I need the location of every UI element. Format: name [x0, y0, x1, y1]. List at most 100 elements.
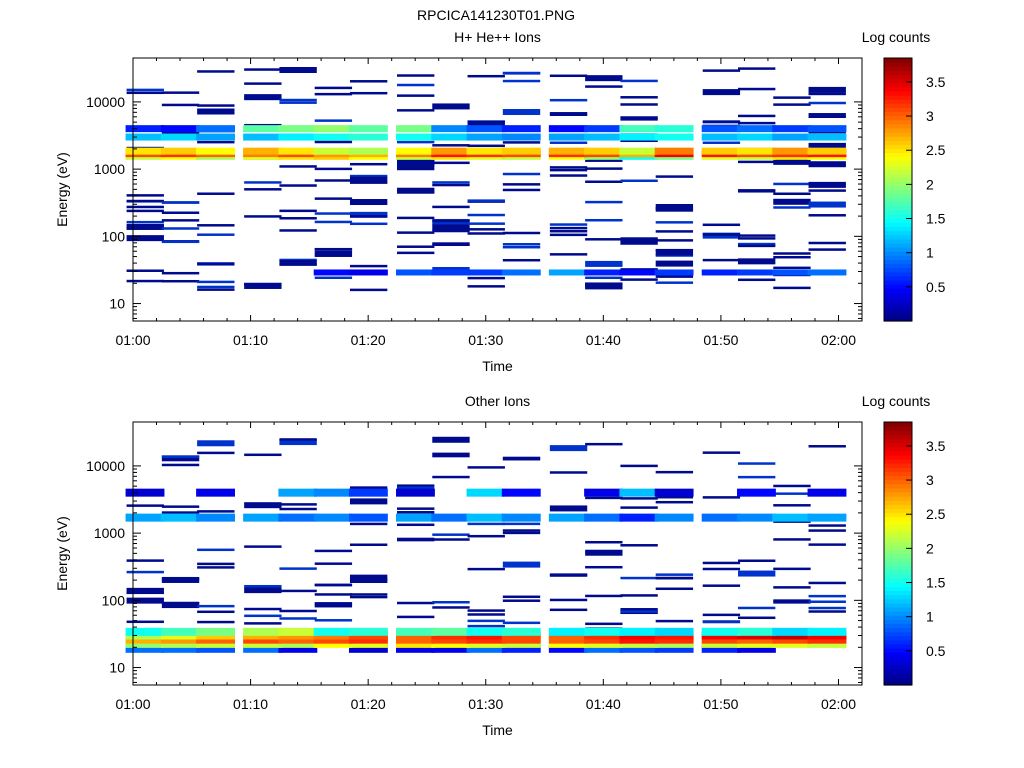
- spectrogram-cell: [396, 125, 435, 133]
- noise-cell: [808, 161, 846, 168]
- spectrogram-cell: [654, 639, 694, 648]
- noise-cell: [161, 103, 200, 107]
- noise-cell: [197, 440, 235, 447]
- noise-cell: [161, 511, 200, 514]
- spectrogram-cell: [501, 627, 541, 636]
- x-tick-label: 01:40: [586, 332, 621, 348]
- colorbar-segment: [884, 594, 912, 600]
- noise-cell: [279, 438, 317, 441]
- noise-cell: [197, 192, 235, 195]
- noise-cell: [349, 578, 388, 581]
- colorbar-segment: [884, 619, 912, 624]
- noise-cell: [549, 223, 588, 226]
- x-axis-label: Time: [482, 358, 513, 374]
- noise-cell: [397, 83, 435, 87]
- noise-cell: [314, 276, 353, 280]
- noise-cell: [314, 619, 353, 622]
- noise-cell: [585, 283, 623, 290]
- noise-cell: [197, 104, 235, 107]
- noise-cell: [502, 231, 541, 235]
- noise-cell: [197, 140, 235, 144]
- noise-cell: [314, 602, 353, 605]
- colorbar-segment: [884, 271, 912, 277]
- noise-cell: [467, 567, 505, 571]
- noise-cell: [655, 239, 694, 242]
- colorbar-segment: [884, 103, 912, 108]
- noise-cell: [126, 570, 164, 574]
- noise-cell: [349, 264, 388, 268]
- colorbar-tick-label: 1.5: [926, 575, 946, 591]
- noise-cell: [549, 253, 588, 256]
- noise-cell: [808, 86, 846, 93]
- noise-cell: [314, 248, 353, 251]
- noise-cell: [549, 598, 588, 602]
- spectrogram-cell: [243, 635, 283, 644]
- colorbar-segment: [884, 136, 912, 141]
- noise-cell: [349, 574, 388, 578]
- noise-cell: [808, 142, 846, 149]
- spectrogram-cell: [278, 639, 318, 648]
- noise-cell: [467, 74, 505, 78]
- spectrogram-cell: [772, 125, 812, 133]
- spectrogram-cell: [701, 513, 741, 522]
- spectrogram-cell: [701, 635, 741, 644]
- spectrogram-cell: [396, 513, 435, 522]
- spectrogram-cell: [736, 635, 776, 644]
- spectrogram-cell: [736, 269, 776, 276]
- spectrogram-cell: [160, 639, 200, 648]
- noise-cell: [702, 613, 741, 617]
- spectrogram-cell: [619, 627, 659, 636]
- noise-cell: [349, 498, 388, 505]
- noise-cell: [467, 624, 505, 628]
- noise-cell: [279, 259, 317, 263]
- colorbar-segment: [884, 635, 912, 641]
- colorbar-segment: [884, 218, 912, 223]
- noise-cell: [314, 212, 353, 215]
- noise-cell: [502, 79, 541, 83]
- noise-cell: [161, 279, 200, 283]
- noise-cell: [808, 241, 846, 245]
- colorbar-segment: [884, 545, 912, 550]
- colorbar-segment: [884, 82, 912, 88]
- colorbar-tick-label: 3: [926, 472, 934, 488]
- noise-cell: [314, 140, 353, 144]
- colorbar-segment: [884, 623, 912, 629]
- noise-cell: [161, 201, 200, 204]
- colorbar-segment: [884, 627, 912, 633]
- noise-cell: [432, 219, 470, 223]
- spectrogram-cell: [348, 125, 388, 133]
- noise-cell: [620, 116, 658, 119]
- spectrogram-cell: [125, 644, 165, 653]
- spectrogram-cell: [431, 644, 471, 653]
- spectrogram-cell: [584, 627, 624, 636]
- noise-cell: [126, 199, 164, 203]
- noise-cell: [773, 492, 811, 495]
- noise-cell: [620, 238, 658, 245]
- spectrogram-cell: [125, 488, 165, 497]
- noise-cell: [502, 141, 541, 144]
- noise-cell: [808, 181, 846, 188]
- colorbar-segment: [884, 131, 912, 137]
- noise-cell: [773, 252, 811, 255]
- noise-cell: [314, 179, 353, 182]
- noise-cell: [808, 101, 846, 105]
- noise-cell: [620, 237, 658, 240]
- noise-cell: [808, 524, 846, 527]
- colorbar-segment: [884, 672, 912, 678]
- colorbar-segment: [884, 86, 912, 92]
- spectrogram-cell: [584, 488, 624, 497]
- noise-cell: [349, 288, 388, 292]
- colorbar-segment: [884, 119, 912, 125]
- spectrogram-cell: [736, 488, 776, 497]
- noise-cell: [161, 577, 200, 581]
- colorbar-segment: [884, 164, 912, 170]
- spectrogram-cell: [548, 125, 588, 133]
- noise-cell: [737, 258, 776, 265]
- colorbar-segment: [884, 578, 912, 583]
- noise-cell: [502, 109, 541, 116]
- spectrogram-cell: [619, 133, 659, 141]
- noise-cell: [197, 562, 235, 566]
- noise-cell: [397, 109, 435, 112]
- spectrogram-cell: [278, 627, 318, 636]
- colorbar-segment: [884, 549, 912, 555]
